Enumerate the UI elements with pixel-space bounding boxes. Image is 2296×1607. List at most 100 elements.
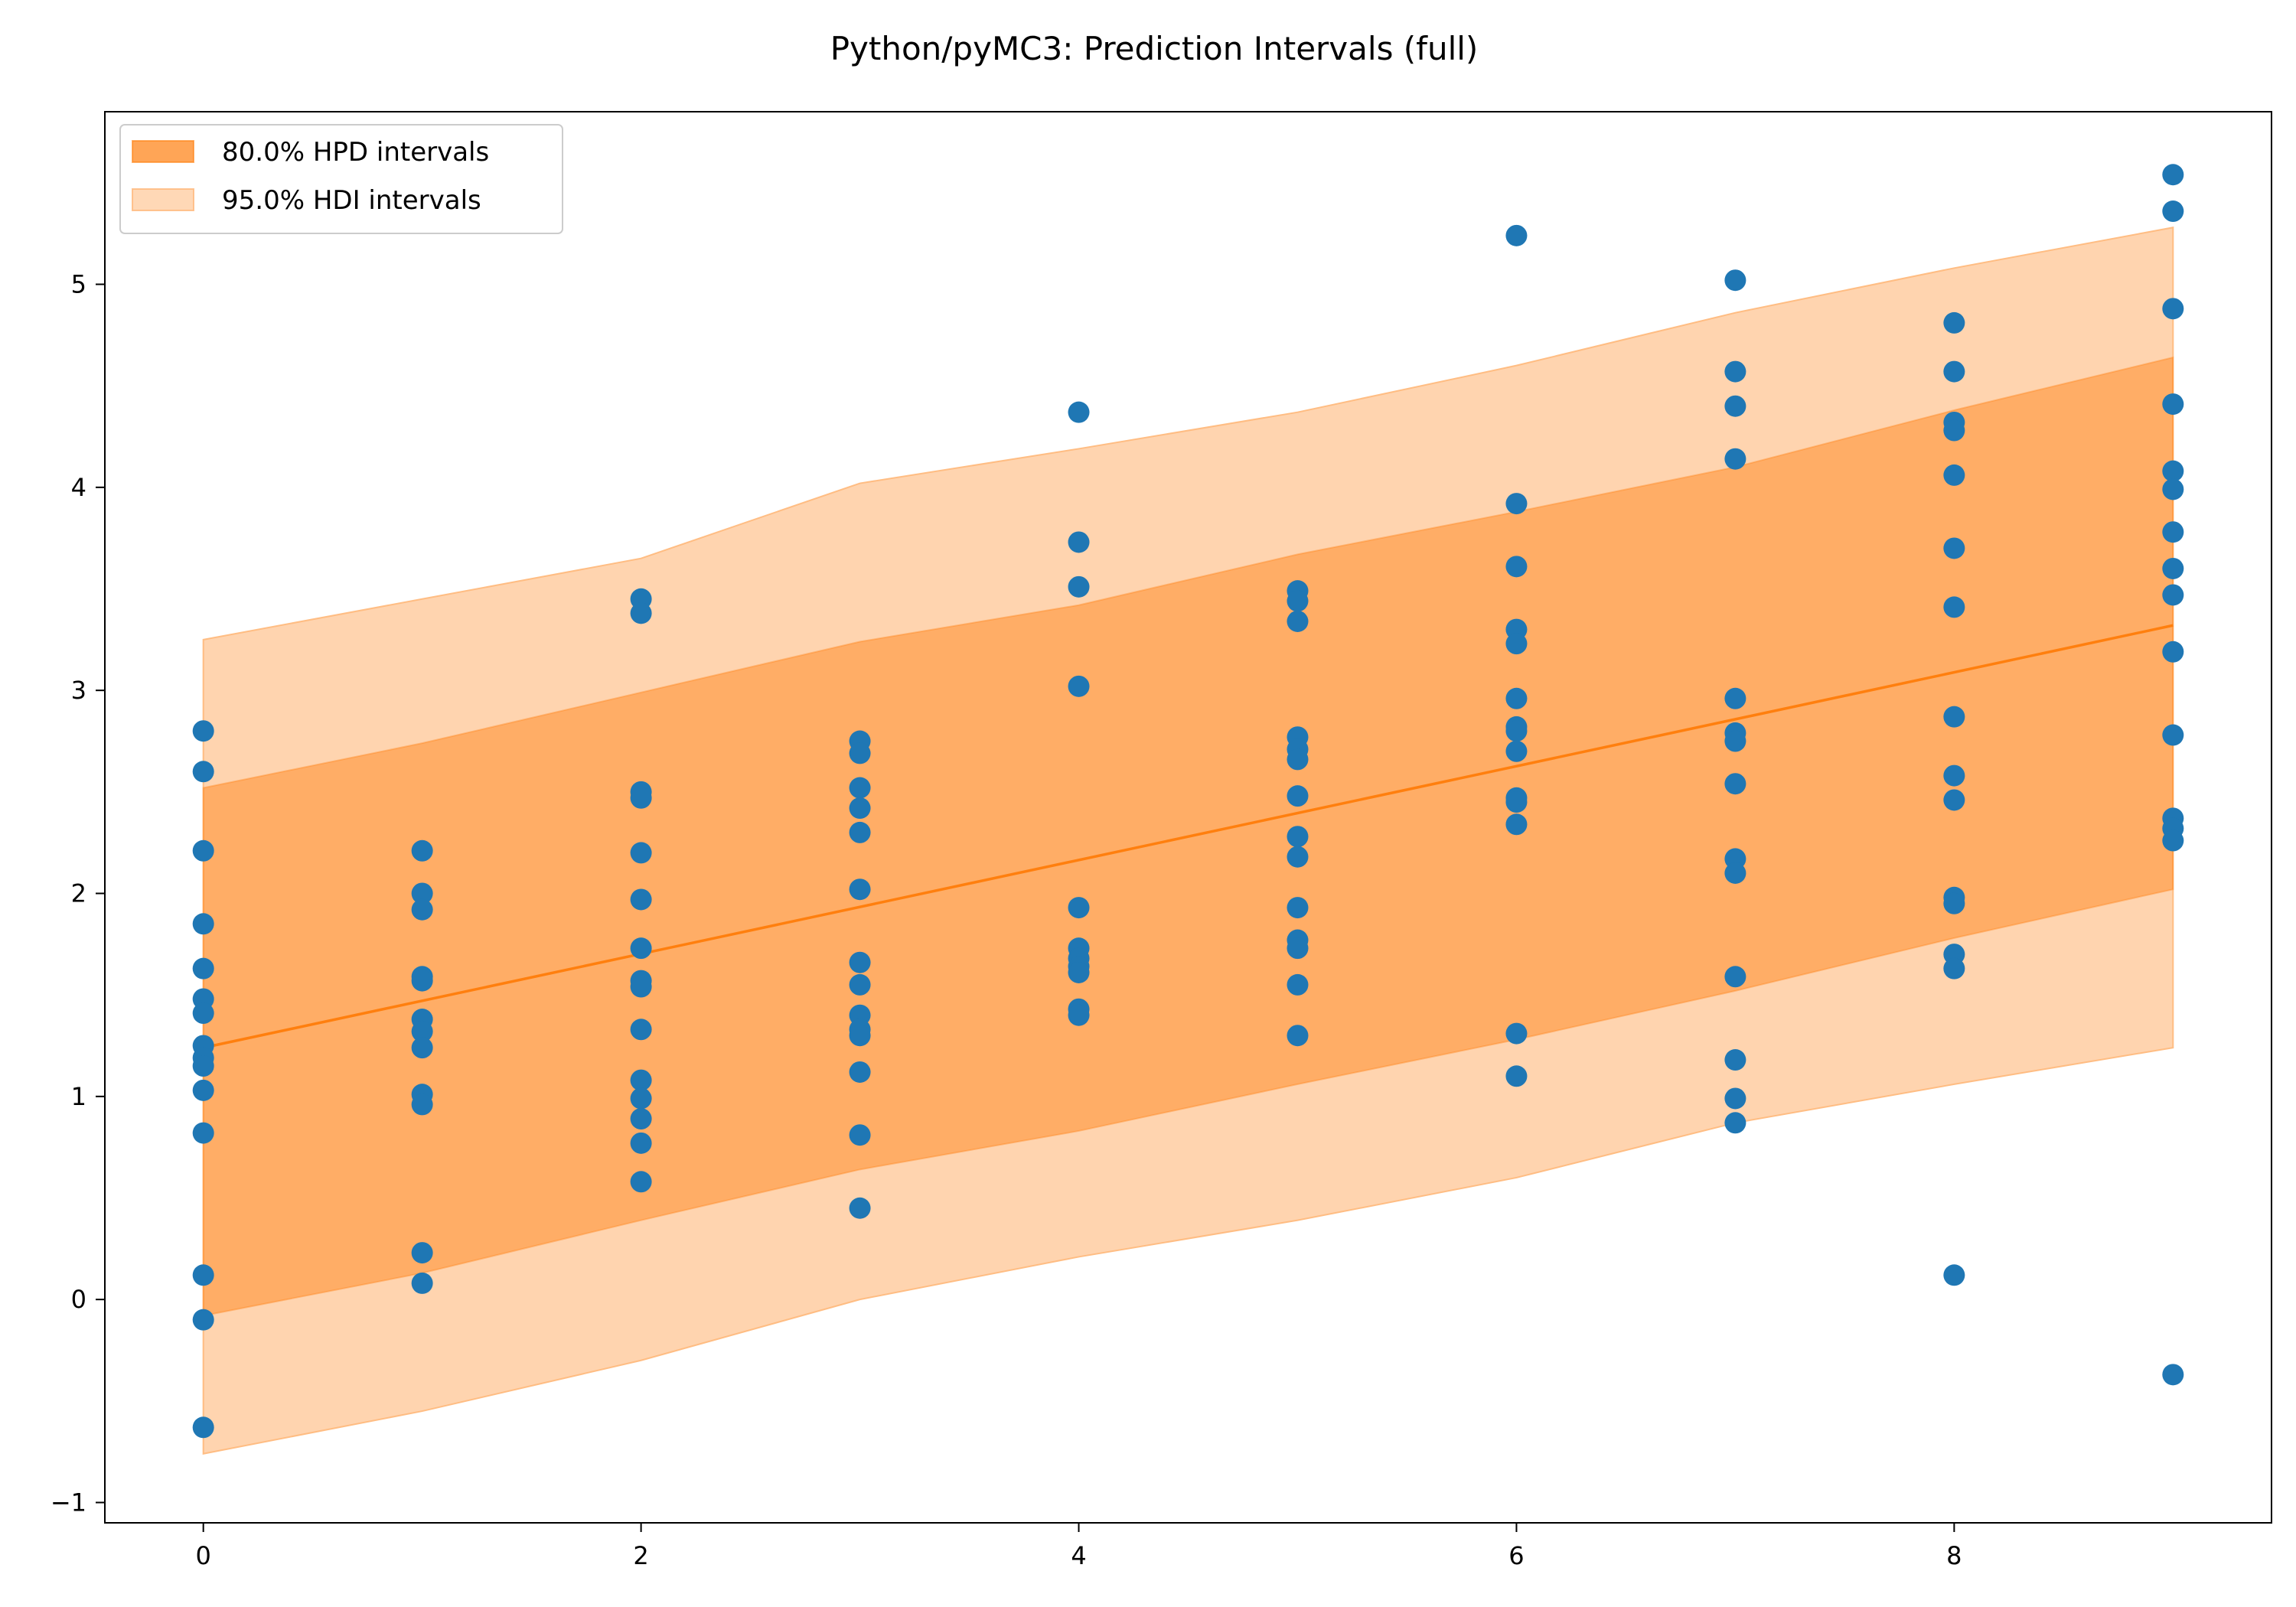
y-tick-label: 1 [71,1082,86,1111]
data-point [192,720,214,742]
data-point [1505,813,1528,836]
data-point [1505,740,1528,762]
data-point [1943,360,1965,383]
data-point [1287,937,1309,960]
data-point [1724,730,1746,752]
x-tick-label: 4 [1071,1541,1086,1570]
data-point [849,1025,871,1047]
data-point [630,842,652,864]
data-point [1943,706,1965,728]
data-point [2162,200,2184,223]
data-point [1505,493,1528,515]
data-point [1943,464,1965,486]
data-point [192,1002,214,1025]
x-tick-label: 6 [1508,1541,1524,1570]
data-point [630,1087,652,1110]
data-point [1068,401,1090,423]
data-point [192,1122,214,1144]
legend-swatch [132,188,194,211]
data-point [411,1272,433,1294]
plot-frame [104,111,2272,1524]
data-point [849,821,871,843]
data-point [192,761,214,783]
data-point [1505,791,1528,813]
data-point [192,1416,214,1439]
data-point [411,898,433,921]
data-point [1724,966,1746,988]
chart-title: Python/pyMC3: Prediction Intervals (full… [830,30,1479,67]
data-point [411,882,433,905]
data-point [849,1061,871,1083]
data-point [192,839,214,862]
data-point [411,1094,433,1116]
data-point [1505,224,1528,246]
data-point [1724,1112,1746,1134]
data-point [1505,687,1528,709]
data-point [849,878,871,901]
data-point [1505,720,1528,742]
x-axis: 0 2 4 6 8 [196,1523,1962,1570]
data-point [1724,269,1746,292]
legend-swatch [132,140,194,163]
data-point [630,1019,652,1041]
x-tick-label: 0 [196,1541,211,1570]
data-point [1068,1004,1090,1026]
data-point [1943,419,1965,442]
data-point [1287,610,1309,632]
data-point [1068,675,1090,697]
band-95-hdi [202,227,2174,1455]
data-point [1943,1264,1965,1286]
data-point [1068,531,1090,553]
y-tick-label: 0 [71,1285,86,1314]
legend: 80.0% HPD intervals 95.0% HDI intervals [119,124,563,234]
data-point [192,913,214,935]
data-point [1943,311,1965,334]
data-point [411,839,433,862]
y-tick-label: 2 [71,878,86,908]
data-point [1943,764,1965,787]
data-point [630,1171,652,1193]
y-tick-label: 5 [71,270,86,299]
legend-box [119,124,563,234]
data-point [1943,789,1965,811]
data-point [2162,393,2184,416]
data-point [849,973,871,996]
data-point [192,1264,214,1286]
data-point [1287,826,1309,848]
data-point [849,797,871,820]
data-point [1724,1087,1746,1110]
data-point [1287,785,1309,807]
data-point [2162,298,2184,320]
data-point [1724,360,1746,383]
data-point [630,976,652,998]
data-point [1724,448,1746,470]
data-point [2162,641,2184,663]
data-point [849,951,871,973]
data-point [192,1309,214,1331]
data-point [1287,590,1309,612]
data-point [2162,460,2184,482]
data-point [849,1124,871,1146]
data-point [2162,478,2184,500]
data-point [849,777,871,799]
data-point [2162,1364,2184,1386]
data-point [1068,961,1090,983]
data-point [630,787,652,809]
data-points [192,164,2184,1439]
data-point [630,602,652,624]
data-point [1068,897,1090,919]
data-point [1287,897,1309,919]
data-point [1287,748,1309,771]
y-tick-label: −1 [51,1488,86,1517]
legend-label: 95.0% HDI intervals [222,185,481,216]
data-point [849,1197,871,1219]
data-point [2162,521,2184,543]
mean-line [203,624,2174,1049]
data-point [1287,846,1309,868]
data-point [2162,164,2184,186]
data-point [1943,957,1965,980]
data-point [1287,1025,1309,1047]
data-point [1505,1022,1528,1045]
x-tick-label: 2 [633,1541,648,1570]
data-point [630,1132,652,1154]
